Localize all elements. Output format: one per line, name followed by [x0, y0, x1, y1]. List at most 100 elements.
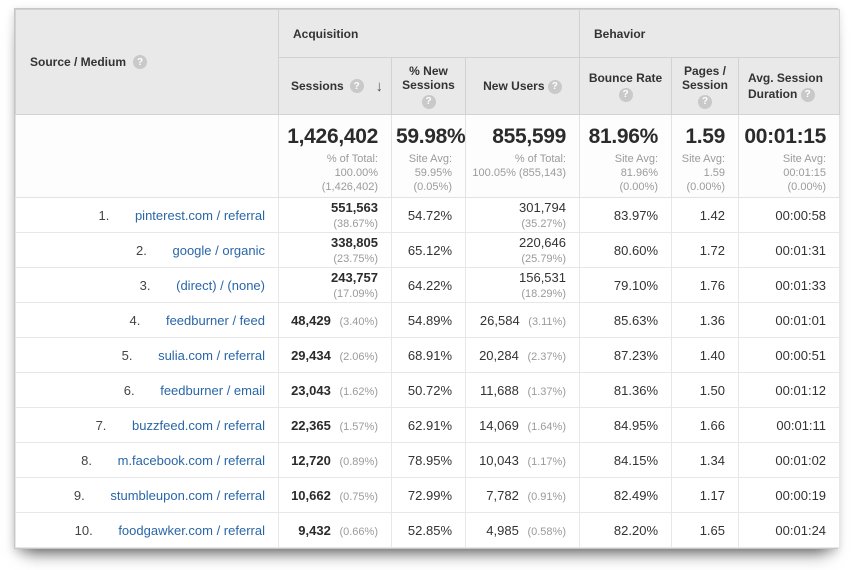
- dimension-cell: 5. sulia.com / referral: [15, 337, 279, 373]
- bounce-rate-cell: 81.36%: [579, 372, 672, 408]
- pct-new-sessions-cell: 62.91%: [391, 407, 466, 443]
- table-row: 10. foodgawker.com / referral 9,432 (0.6…: [15, 512, 841, 548]
- source-medium-link[interactable]: sulia.com / referral: [158, 347, 265, 363]
- pct-new-sessions-cell: 65.12%: [391, 232, 466, 268]
- new-users-cell: 7,782 (0.91%): [465, 477, 580, 513]
- pages-session-cell: 1.36: [671, 302, 739, 338]
- row-rank: 9.: [73, 487, 85, 503]
- avg-session-duration-cell: 00:01:24: [737, 512, 841, 548]
- new-users-cell: 14,069 (1.64%): [465, 407, 580, 443]
- summary-bounce-rate: 81.96% Site Avg: 81.96% (0.00%): [579, 114, 672, 198]
- sessions-cell: 243,757 (17.09%): [278, 267, 392, 303]
- pages-session-cell: 1.65: [671, 512, 739, 548]
- pages-session-cell: 1.72: [671, 232, 739, 268]
- bounce-rate-cell: 85.63%: [579, 302, 672, 338]
- pct-new-sessions-cell: 72.99%: [391, 477, 466, 513]
- pct-new-sessions-cell: 52.85%: [391, 512, 466, 548]
- new-users-cell: 156,531 (18.29%): [465, 267, 580, 303]
- new-users-cell: 10,043 (1.17%): [465, 442, 580, 478]
- help-icon[interactable]: ?: [421, 94, 436, 109]
- dimension-cell: 3. (direct) / (none): [15, 267, 279, 303]
- sessions-cell: 48,429 (3.40%): [278, 302, 392, 338]
- help-icon[interactable]: ?: [618, 87, 633, 102]
- source-medium-link[interactable]: feedburner / email: [160, 382, 265, 398]
- dimension-cell: 8. m.facebook.com / referral: [15, 442, 279, 478]
- bounce-rate-cell: 87.23%: [579, 337, 672, 373]
- new-users-cell: 11,688 (1.37%): [465, 372, 580, 408]
- pct-new-sessions-cell: 50.72%: [391, 372, 466, 408]
- dimension-cell: 6. feedburner / email: [15, 372, 279, 408]
- summary-sessions: 1,426,402 % of Total: 100.00% (1,426,402…: [278, 114, 392, 198]
- row-rank: 1.: [98, 207, 110, 223]
- source-medium-link[interactable]: stumbleupon.com / referral: [110, 487, 265, 503]
- group-header-behavior: Behavior: [578, 9, 841, 58]
- avg-session-duration-cell: 00:00:58: [737, 197, 841, 233]
- dimension-cell: 1. pinterest.com / referral: [15, 197, 279, 233]
- analytics-report-table: Source / Medium ? Acquisition Behavior S…: [14, 8, 841, 549]
- source-medium-link[interactable]: foodgawker.com / referral: [118, 522, 265, 538]
- avg-session-duration-cell: 00:00:51: [737, 337, 841, 373]
- pages-session-cell: 1.34: [671, 442, 739, 478]
- group-header-row: Source / Medium ? Acquisition Behavior: [15, 9, 841, 115]
- summary-avg-session-duration: 00:01:15 Site Avg: 00:01:15 (0.00%): [737, 114, 841, 198]
- table-row: 8. m.facebook.com / referral 12,720 (0.8…: [15, 442, 841, 478]
- bounce-rate-cell: 82.20%: [579, 512, 672, 548]
- avg-session-duration-cell: 00:00:19: [737, 477, 841, 513]
- new-users-cell: 4,985 (0.58%): [465, 512, 580, 548]
- column-header-bounce-rate[interactable]: Bounce Rate ?: [579, 57, 672, 115]
- avg-session-duration-cell: 00:01:11: [737, 407, 841, 443]
- row-rank: 2.: [136, 242, 147, 258]
- row-rank: 6.: [123, 382, 135, 398]
- table-row: 2. google / organic 338,805 (23.75%) 65.…: [15, 232, 841, 268]
- column-header-avg-session-duration[interactable]: Avg. Session Duration ?: [737, 57, 841, 115]
- column-header-source-medium[interactable]: Source / Medium ?: [15, 9, 279, 115]
- source-medium-link[interactable]: pinterest.com / referral: [134, 207, 265, 223]
- source-medium-link[interactable]: (direct) / (none): [176, 277, 265, 293]
- help-icon[interactable]: ?: [133, 55, 148, 69]
- sessions-cell: 10,662 (0.75%): [278, 477, 392, 513]
- summary-new-users: 855,599 % of Total: 100.05% (855,143): [465, 114, 580, 198]
- bounce-rate-cell: 79.10%: [579, 267, 672, 303]
- summary-pages-session: 1.59 Site Avg: 1.59 (0.00%): [671, 114, 739, 198]
- help-icon[interactable]: ?: [349, 79, 364, 93]
- source-medium-link[interactable]: buzzfeed.com / referral: [132, 417, 265, 433]
- column-header-pages-session[interactable]: Pages / Session ?: [671, 57, 739, 115]
- bounce-rate-cell: 83.97%: [579, 197, 672, 233]
- table-row: 6. feedburner / email 23,043 (1.62%) 50.…: [15, 372, 841, 408]
- source-medium-link[interactable]: feedburner / feed: [165, 312, 265, 328]
- sessions-cell: 23,043 (1.62%): [278, 372, 392, 408]
- avg-session-duration-cell: 00:01:12: [737, 372, 841, 408]
- pages-session-cell: 1.66: [671, 407, 739, 443]
- pct-new-sessions-cell: 78.95%: [391, 442, 466, 478]
- sessions-cell: 338,805 (23.75%): [278, 232, 392, 268]
- table-row: 3. (direct) / (none) 243,757 (17.09%) 64…: [15, 267, 841, 303]
- column-header-sessions[interactable]: Sessions ? ↓: [278, 57, 392, 115]
- pct-new-sessions-cell: 68.91%: [391, 337, 466, 373]
- new-users-cell: 20,284 (2.37%): [465, 337, 580, 373]
- dimension-cell: 9. stumbleupon.com / referral: [15, 477, 279, 513]
- row-rank: 10.: [74, 522, 93, 538]
- source-medium-table: Source / Medium ? Acquisition Behavior S…: [15, 9, 841, 548]
- pages-session-cell: 1.76: [671, 267, 739, 303]
- avg-session-duration-cell: 00:01:01: [737, 302, 841, 338]
- column-header-new-users[interactable]: New Users ?: [465, 57, 580, 115]
- help-icon[interactable]: ?: [800, 87, 815, 102]
- avg-session-duration-cell: 00:01:33: [737, 267, 841, 303]
- bounce-rate-cell: 80.60%: [579, 232, 672, 268]
- sessions-cell: 29,434 (2.06%): [278, 337, 392, 373]
- source-medium-link[interactable]: google / organic: [172, 242, 265, 258]
- row-rank: 8.: [81, 452, 92, 468]
- row-rank: 7.: [95, 417, 107, 433]
- new-users-cell: 26,584 (3.11%): [465, 302, 580, 338]
- dimension-cell: 4. feedburner / feed: [15, 302, 279, 338]
- new-users-cell: 220,646 (25.79%): [465, 232, 580, 268]
- source-medium-link[interactable]: m.facebook.com / referral: [117, 452, 265, 468]
- sessions-cell: 12,720 (0.89%): [278, 442, 392, 478]
- pages-session-cell: 1.50: [671, 372, 739, 408]
- help-icon[interactable]: ?: [698, 94, 712, 109]
- dimension-cell: 2. google / organic: [15, 232, 279, 268]
- column-header-pct-new-sessions[interactable]: % New Sessions ?: [391, 57, 466, 115]
- table-row: 5. sulia.com / referral 29,434 (2.06%) 6…: [15, 337, 841, 373]
- pct-new-sessions-cell: 54.72%: [391, 197, 466, 233]
- help-icon[interactable]: ?: [547, 79, 562, 94]
